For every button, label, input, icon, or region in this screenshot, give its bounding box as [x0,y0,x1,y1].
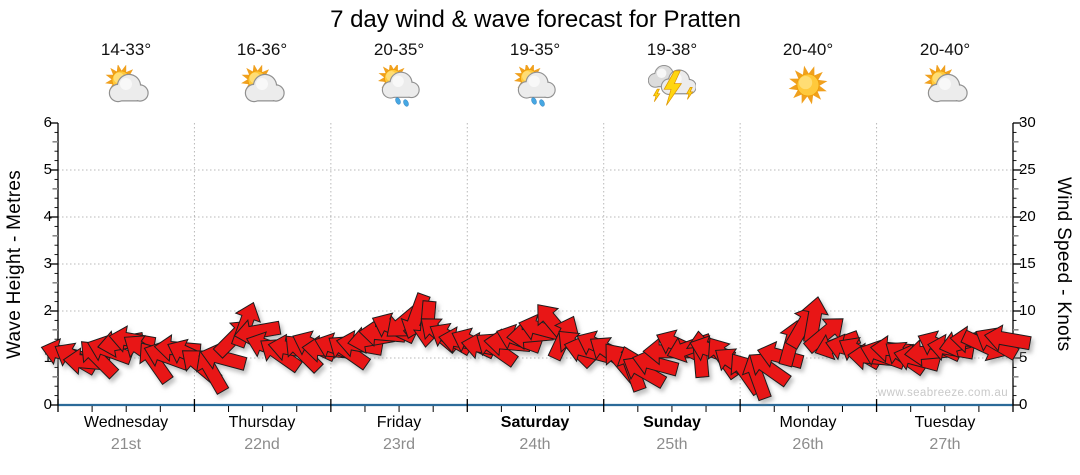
day-header-tuesday: 20-40° [877,40,1013,107]
day-label-friday: Friday 23rd [331,414,467,454]
day-name: Friday [376,414,422,431]
temp-range: 19-35° [509,40,561,59]
weather-icon [921,64,969,107]
knots-tick-15: 15 [1019,255,1036,272]
storm-icon [647,65,697,106]
day-name: Monday [779,414,837,431]
knots-tick-30: 30 [1019,114,1036,131]
knots-tick-20: 20 [1019,208,1036,225]
partly-cloudy-icon [105,64,149,103]
gridlines [58,123,1013,405]
wind-arrow [802,318,844,355]
wind-arrow [749,353,792,388]
temp-range: 20-40° [919,40,971,59]
day-header-wednesday: 14-33° [58,40,194,107]
weather-icon [238,64,286,107]
wave-tick-6: 6 [43,114,52,131]
wind-arrow [631,348,680,377]
knots-tick-5: 5 [1019,349,1028,366]
day-header-monday: 20-40° [740,40,876,107]
partly-cloudy-icon [241,64,285,103]
day-name: Thursday [228,414,296,431]
wind-arrow [983,324,1032,352]
wave-tick-4: 4 [43,208,52,225]
day-label-thursday: Thursday 22nd [194,414,330,454]
knots-tick-25: 25 [1019,161,1036,178]
showers-icon [514,63,556,107]
day-date: 25th [656,436,688,453]
showers-icon [378,63,420,107]
temp-range: 19-38° [646,40,698,59]
partly-cloudy-icon [924,64,968,103]
weather-icon [375,63,423,107]
weather-icon [647,65,697,107]
weather-icon [784,65,832,107]
day-date: 24th [519,436,551,453]
day-header-friday: 20-35° [331,40,467,107]
day-date: 22nd [244,436,280,453]
temp-range: 16-36° [236,40,288,59]
wave-tick-1: 1 [43,349,52,366]
knots-tick-0: 0 [1019,396,1028,413]
wind-axis-title: Wind Speed - Knots [1053,176,1074,352]
page-title: 7 day wind & wave forecast for Pratten [330,6,741,33]
watermark: www.seabreeze.com.au [877,387,1008,399]
wave-tick-2: 2 [43,302,52,319]
day-label-saturday: Saturday 24th [467,414,603,454]
temp-range: 20-35° [373,40,425,59]
day-date: 23rd [382,436,416,453]
day-name: Wednesday [83,414,169,431]
wave-tick-5: 5 [43,161,52,178]
weather-icon [511,63,559,107]
temp-range: 20-40° [782,40,834,59]
day-name: Tuesday [914,414,976,431]
day-label-wednesday: Wednesday 21st [58,414,194,454]
wave-tick-0: 0 [43,396,52,413]
day-label-sunday: Sunday 25th [604,414,740,454]
sunny-icon [788,65,828,105]
day-date: 27th [929,436,961,453]
temp-range: 14-33° [100,40,152,59]
day-date: 26th [792,436,824,453]
wave-tick-3: 3 [43,255,52,272]
day-label-monday: Monday 26th [740,414,876,454]
knots-tick-10: 10 [1019,302,1036,319]
weather-icon [102,64,150,107]
day-name: Sunday [643,414,701,431]
wind-arrows [40,292,1032,402]
day-header-sunday: 19-38° [604,40,740,107]
day-name: Saturday [500,414,570,431]
day-date: 21st [110,436,142,453]
day-label-tuesday: Tuesday 27th [877,414,1013,454]
day-header-thursday: 16-36° [194,40,330,107]
day-header-saturday: 19-35° [467,40,603,107]
